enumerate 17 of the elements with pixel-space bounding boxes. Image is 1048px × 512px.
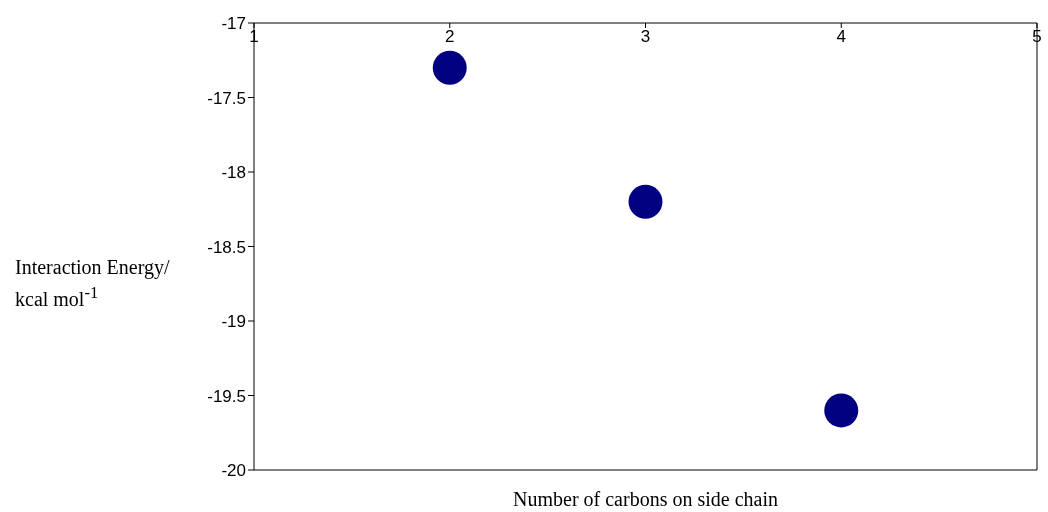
y-tick-label: -17	[221, 14, 246, 34]
point	[628, 184, 663, 219]
y-tick-label: -19	[221, 312, 246, 332]
x-tick-label: 3	[640, 27, 651, 47]
y-tick-label: -18	[221, 163, 246, 183]
point	[824, 393, 859, 428]
x-tick-label: 1	[249, 27, 259, 47]
y-tick-label: -19.5	[207, 386, 246, 406]
x-axis-title: Number of carbons on side chain	[513, 488, 778, 510]
y-tick-label: -18.5	[207, 237, 246, 257]
x-tick-label: 2	[445, 27, 455, 47]
x-tick-label: 5	[1032, 27, 1042, 47]
y-tick-label: -20	[221, 461, 246, 481]
y-axis-title: Interaction Energy/ kcal mol$^{-1}$	[15, 255, 171, 312]
point	[432, 50, 467, 85]
y-tick-label: -17.5	[207, 88, 246, 108]
x-tick-label: 4	[836, 27, 846, 47]
